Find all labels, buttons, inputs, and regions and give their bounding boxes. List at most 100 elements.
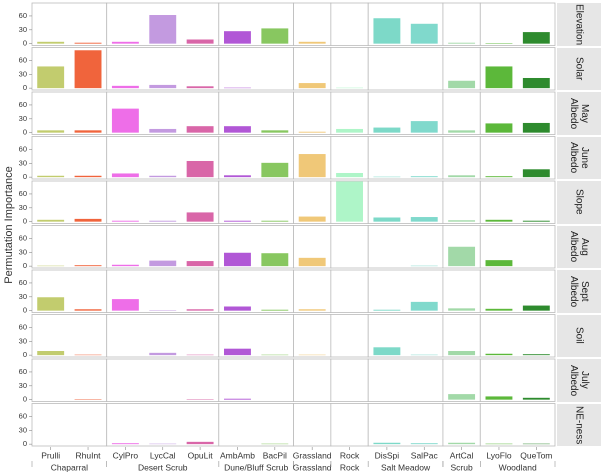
x-tick-label: LyoFlo	[486, 450, 511, 460]
bar	[410, 217, 438, 222]
x-tick-label: Grassland	[293, 450, 332, 460]
bar	[298, 309, 326, 311]
panel	[367, 358, 444, 402]
bar	[373, 442, 401, 445]
bar	[298, 216, 326, 222]
panel	[218, 47, 294, 91]
bar	[111, 443, 139, 445]
y-tick-label: 60	[19, 367, 27, 376]
panel	[31, 358, 108, 402]
panel	[442, 180, 481, 224]
x-tick-label: LycCal	[150, 450, 176, 460]
panel	[293, 47, 332, 91]
bar	[111, 108, 139, 133]
y-tick-label: 30	[19, 425, 27, 434]
panel	[106, 314, 220, 358]
bar	[186, 86, 214, 89]
panel	[367, 136, 444, 180]
bar	[149, 84, 177, 89]
bar	[485, 308, 513, 311]
bar	[522, 122, 550, 133]
bar	[224, 31, 251, 44]
facet-strip: Aug Albedo	[557, 225, 601, 268]
bar	[261, 162, 289, 178]
bar	[522, 220, 550, 222]
bar	[149, 175, 177, 178]
facet-strip: Sept Albedo	[557, 270, 601, 313]
y-tick-label: 0	[23, 83, 27, 92]
panel	[31, 180, 108, 224]
bar	[224, 175, 251, 178]
facet-strip: Solar	[557, 47, 601, 90]
bar	[261, 28, 289, 44]
bar	[37, 41, 65, 44]
bar	[373, 18, 401, 44]
group-label: Chaparral	[51, 462, 88, 472]
panel	[218, 358, 294, 402]
bar	[37, 297, 65, 311]
facet-strip: Soil	[557, 314, 601, 357]
group-label: Desert Scrub	[138, 462, 188, 472]
y-tick-label: 30	[19, 114, 27, 123]
bar	[149, 15, 177, 44]
bar	[485, 219, 513, 222]
bar	[373, 347, 401, 356]
bar	[186, 39, 214, 44]
bar	[261, 130, 289, 133]
bar	[522, 354, 550, 356]
bar	[111, 85, 139, 89]
bar	[410, 301, 438, 311]
bar	[186, 212, 214, 222]
bar	[448, 130, 476, 133]
y-tick-label: 60	[19, 411, 27, 420]
bar	[111, 173, 139, 178]
bar	[522, 397, 550, 400]
bar	[224, 220, 251, 222]
bar	[522, 305, 550, 311]
bar	[149, 352, 177, 356]
bar	[485, 353, 513, 356]
bar	[149, 260, 177, 267]
bar	[298, 83, 326, 89]
x-tick-label: BacPil	[263, 450, 287, 460]
bar	[448, 80, 476, 89]
bar	[74, 218, 102, 222]
bar	[74, 265, 102, 267]
facet-strip: May Albedo	[557, 92, 601, 135]
panel	[31, 403, 108, 447]
panel	[106, 358, 220, 402]
bar	[410, 443, 438, 445]
panel	[330, 91, 369, 135]
panel	[442, 2, 481, 46]
y-tick-label: 60	[19, 11, 27, 20]
panel	[367, 403, 444, 447]
facet-strip: Elevation	[557, 3, 601, 46]
panel	[293, 91, 332, 135]
x-tick-label: CylPro	[113, 450, 139, 460]
bar	[186, 261, 214, 267]
panel	[442, 403, 481, 447]
bar	[224, 348, 251, 356]
panel	[479, 403, 556, 447]
group-label: Dune/Bluff Scrub	[224, 462, 288, 472]
panel	[442, 91, 481, 135]
y-tick-label: 0	[23, 172, 27, 181]
bar	[37, 66, 65, 89]
bar	[111, 264, 139, 267]
panel	[330, 358, 369, 402]
panel	[218, 180, 294, 224]
bar	[111, 220, 139, 222]
y-tick-label: 30	[19, 336, 27, 345]
y-tick-label: 60	[19, 144, 27, 153]
bar	[37, 219, 65, 222]
bar	[298, 154, 326, 178]
panel	[330, 225, 369, 269]
bar	[410, 121, 438, 133]
panel	[367, 225, 444, 269]
bar	[224, 252, 251, 267]
panel	[330, 403, 369, 447]
y-tick-label: 60	[19, 100, 27, 109]
panel	[31, 314, 108, 358]
panel	[293, 403, 332, 447]
bar	[336, 128, 363, 133]
